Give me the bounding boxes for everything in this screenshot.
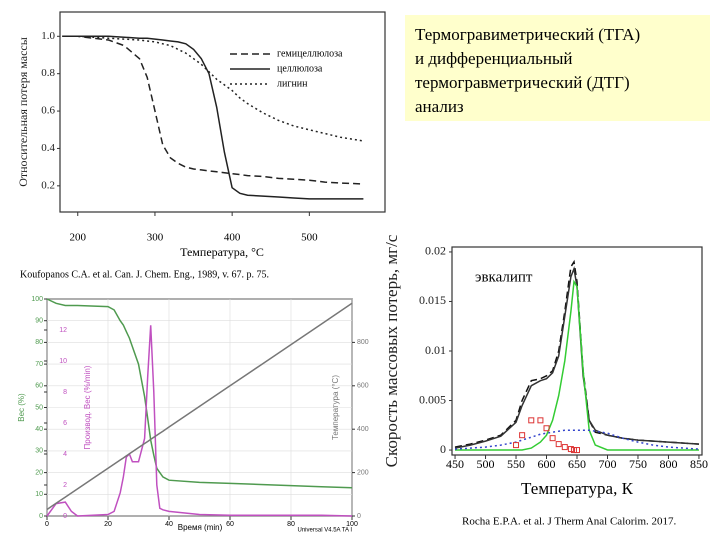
marker [574, 447, 580, 454]
x-tick-label: 40 [165, 521, 173, 528]
marker [549, 435, 556, 442]
footer: Universal V4.5A TA I [298, 528, 353, 534]
y-tick-label: 10 [35, 491, 43, 498]
y-tick-label: 6 [63, 420, 67, 427]
y-tick-label: 70 [35, 361, 43, 368]
legend-label: лигнин [277, 78, 308, 89]
x-tick-label: 300 [147, 232, 164, 244]
x-tick-label: 850 [690, 457, 708, 471]
x-tick-label: 450 [446, 457, 464, 471]
x-tick-label: 750 [629, 457, 647, 471]
axis-title: Вес (%) [17, 393, 26, 422]
x-tick-label: 80 [287, 521, 295, 528]
y-tick-label: 0.2 [41, 179, 55, 191]
marker [513, 442, 520, 449]
plot-frame [59, 11, 386, 213]
title-line: термогравметрический (ДТГ) [415, 73, 630, 92]
y-tick-label: 0 [440, 442, 446, 456]
x-tick-label: 200 [70, 232, 87, 244]
y-tick-label: 2 [63, 482, 67, 489]
marker [570, 447, 577, 454]
x-tick-label: 600 [538, 457, 556, 471]
y-tick-label: 12 [59, 327, 67, 334]
y-tick-label: 400 [357, 426, 369, 433]
marker [555, 441, 562, 448]
marker [519, 432, 526, 439]
y-tick-label: 0 [63, 513, 67, 520]
caption: Rocha E.P.A. et al. J Therm Anal Calorim… [462, 516, 677, 528]
series-line [62, 35, 364, 185]
x-tick-label: 700 [598, 457, 616, 471]
legend-label: целлюлоза [277, 63, 323, 74]
axis-title: Производ. Вес (%/min) [83, 365, 92, 449]
marker [561, 444, 568, 451]
y-tick-label: 0.6 [41, 105, 55, 117]
axis-title: Температура (°C) [331, 375, 340, 440]
x-tick-label: 550 [507, 457, 525, 471]
y-tick-label: 0.8 [41, 67, 55, 79]
title-line: анализ [415, 97, 464, 116]
marker [537, 417, 544, 424]
y-tick-label: 8 [63, 389, 67, 396]
series-line [455, 279, 699, 451]
x-tick-label: 650 [568, 457, 586, 471]
y-tick-label: 1.0 [41, 30, 55, 42]
y-tick-label: 0 [357, 513, 361, 520]
x-tick-label: 100 [346, 521, 358, 528]
axis-title: Скорость массовых потерь, мг/с [382, 234, 401, 467]
y-tick-label: 0.005 [419, 392, 446, 406]
series-line [46, 325, 353, 517]
title-box [405, 15, 710, 121]
title-line: Термогравиметрический (ТГА) [415, 25, 640, 44]
x-tick-label: 20 [104, 521, 112, 528]
y-tick-label: 30 [35, 448, 43, 455]
x-tick-label: 0 [45, 521, 49, 528]
marker [543, 425, 550, 432]
axis-title: Температура, К [521, 479, 634, 498]
x-tick-label: 60 [226, 521, 234, 528]
y-tick-label: 0.02 [425, 244, 446, 258]
y-tick-label: 0.015 [419, 293, 446, 307]
y-tick-label: 4 [63, 451, 67, 458]
annotation: эвкалипт [475, 269, 533, 285]
y-tick-label: 0 [39, 513, 43, 520]
x-tick-label: 400 [224, 232, 241, 244]
y-tick-label: 60 [35, 383, 43, 390]
marker [528, 417, 535, 424]
y-tick-label: 100 [31, 296, 43, 303]
y-tick-label: 800 [357, 339, 369, 346]
y-tick-label: 10 [59, 358, 67, 365]
series-line [62, 35, 364, 142]
axis-title: Относительная потеря массы [16, 37, 30, 187]
legend-label: гемицеллюлоза [277, 48, 343, 59]
x-tick-label: 800 [659, 457, 677, 471]
y-tick-label: 0.4 [41, 142, 55, 154]
y-tick-label: 0.01 [425, 343, 446, 357]
series-line [46, 298, 353, 489]
x-tick-label: 500 [477, 457, 495, 471]
x-tick-label: 500 [301, 232, 318, 244]
title-line: и дифференциальный [415, 49, 572, 68]
series-line [454, 266, 700, 449]
y-tick-label: 600 [357, 383, 369, 390]
y-tick-label: 200 [357, 469, 369, 476]
caption: Koufopanos C.A. et al. Can. J. Chem. Eng… [20, 269, 269, 280]
y-tick-label: 80 [35, 339, 43, 346]
axis-title: Температура, °С [180, 245, 264, 259]
y-tick-label: 90 [35, 318, 43, 325]
series-line [62, 35, 364, 200]
y-tick-label: 50 [35, 404, 43, 411]
y-tick-label: 20 [35, 469, 43, 476]
series-line [46, 302, 353, 511]
y-tick-label: 40 [35, 426, 43, 433]
axis-title: Время (min) [178, 523, 223, 532]
marker [567, 446, 574, 453]
